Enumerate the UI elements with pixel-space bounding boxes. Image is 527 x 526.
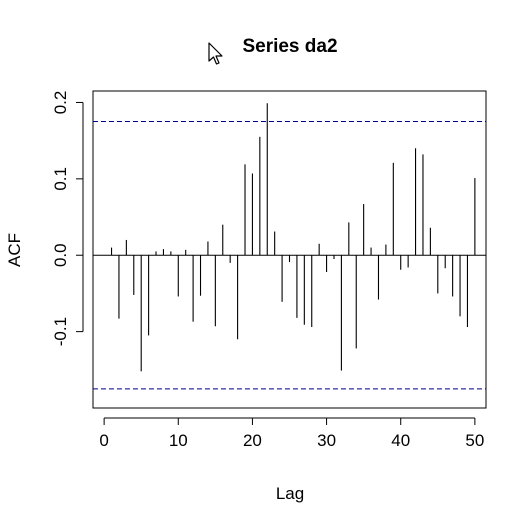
x-axis-label: Lag bbox=[276, 484, 304, 503]
plot-frame bbox=[92, 90, 487, 409]
y-axis-label: ACF bbox=[5, 233, 24, 267]
y-tick-label-3: 0.2 bbox=[51, 91, 70, 115]
y-tick-label-0: -0.1 bbox=[51, 317, 70, 346]
chart-title: Series da2 bbox=[242, 36, 337, 57]
mouse-pointer-icon bbox=[208, 42, 223, 65]
x-tick-label-10: 10 bbox=[169, 431, 188, 450]
y-tick-label-1: 0.0 bbox=[51, 243, 70, 267]
x-tick-label-30: 30 bbox=[317, 431, 336, 450]
y-tick-label-2: 0.1 bbox=[51, 167, 70, 191]
x-tick-label-0: 0 bbox=[99, 431, 108, 450]
x-tick-label-20: 20 bbox=[243, 431, 262, 450]
x-tick-label-50: 50 bbox=[465, 431, 484, 450]
x-tick-label-40: 40 bbox=[391, 431, 410, 450]
